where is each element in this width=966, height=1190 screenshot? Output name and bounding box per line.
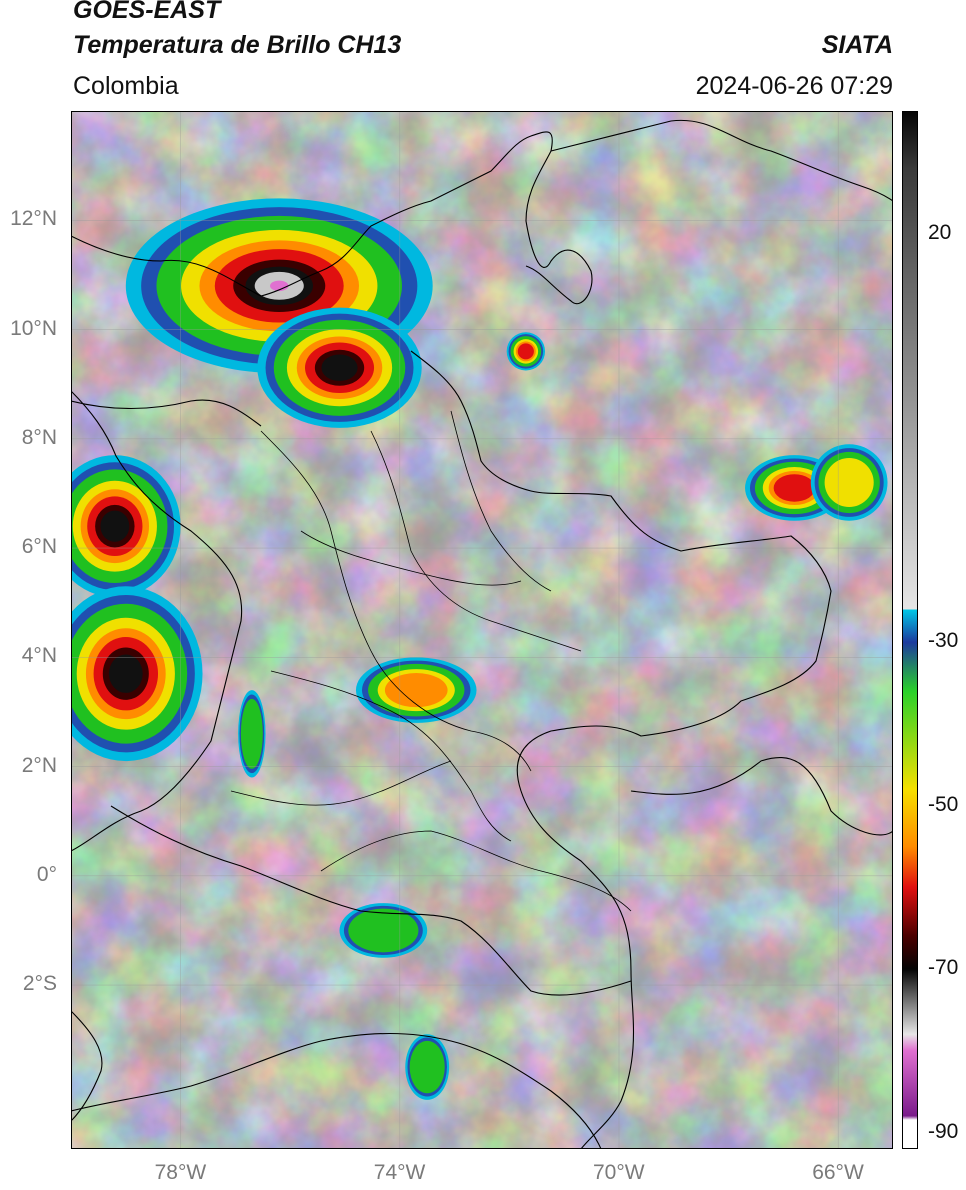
internal-departments-3 <box>300 530 522 586</box>
storm-cell <box>339 903 428 958</box>
borders-layer <box>71 119 893 1149</box>
lon-tick-label: 70°W <box>593 1161 645 1184</box>
border-panama <box>71 399 262 427</box>
coastline-ecuador <box>71 1010 103 1122</box>
storm-cell <box>71 586 203 762</box>
internal-departments-7 <box>450 410 552 592</box>
colorbar-tick-label: 20 <box>928 220 952 244</box>
border-colombia-ecuador <box>110 805 632 996</box>
storm-contour <box>108 654 143 693</box>
storm-cell <box>257 307 422 428</box>
storm-contour <box>409 1040 445 1094</box>
storm-cell <box>810 444 888 521</box>
colorbar-tick-label: -90 <box>928 1119 959 1143</box>
storm-cell <box>71 455 181 598</box>
datetime-label: 2024-06-26 07:29 <box>695 72 893 100</box>
colorbar <box>902 111 918 1149</box>
internal-departments-4 <box>270 670 512 842</box>
lat-tick-label: 6°N <box>21 535 57 559</box>
storm-contour <box>517 343 534 360</box>
border-peru <box>71 1032 602 1149</box>
border-venezuela-brazil <box>630 757 893 836</box>
storm-contour <box>773 474 816 502</box>
storm-contour <box>824 458 874 507</box>
storm-cell <box>405 1034 450 1100</box>
coastline-pacific <box>71 390 243 852</box>
satellite-map <box>71 111 893 1149</box>
region-label: Colombia <box>73 72 179 100</box>
coastline-venezuela <box>550 119 893 202</box>
storm-cell <box>506 332 546 371</box>
internal-departments-2 <box>370 430 582 652</box>
map-frame <box>71 111 893 1149</box>
lon-tick-label: 74°W <box>373 1161 426 1184</box>
storm-cell <box>238 690 266 778</box>
lat-tick-label: 10°N <box>10 316 57 340</box>
lat-tick-label: 12°N <box>10 207 57 231</box>
lat-tick-label: 0° <box>36 862 57 886</box>
border-colombia-venezuela <box>410 350 832 792</box>
lon-tick-label: 78°W <box>154 1161 207 1184</box>
border-colombia-brazil <box>520 790 635 1149</box>
lat-tick-label: 2°N <box>21 753 57 777</box>
storm-contour <box>321 354 358 381</box>
storm-contour <box>348 908 419 953</box>
storm-contour <box>240 698 263 769</box>
storm-layer <box>71 198 888 1100</box>
graticule <box>71 111 893 1149</box>
storm-contour <box>100 510 130 542</box>
storm-cell <box>355 657 477 723</box>
storm-contour <box>384 673 448 708</box>
product-title: Temperatura de Brillo CH13 <box>73 31 402 59</box>
internal-departments-5 <box>230 760 452 806</box>
colorbar-tick-label: -30 <box>928 629 959 653</box>
agency-label: SIATA <box>821 31 893 59</box>
lat-tick-label: 2°S <box>22 972 57 996</box>
coastline-caribbean <box>71 131 593 304</box>
lat-tick-label: 8°N <box>21 425 57 449</box>
internal-departments-1 <box>260 430 532 772</box>
storm-contour <box>270 280 289 292</box>
colorbar-tick-label: -50 <box>928 792 959 816</box>
colorbar-gradient <box>902 111 918 1149</box>
lon-tick-label: 66°W <box>812 1161 864 1184</box>
lat-tick-label: 4°N <box>21 644 57 668</box>
satellite-title: GOES-EAST <box>73 0 221 24</box>
internal-departments-6 <box>320 830 632 912</box>
colorbar-tick-label: -70 <box>928 956 959 980</box>
